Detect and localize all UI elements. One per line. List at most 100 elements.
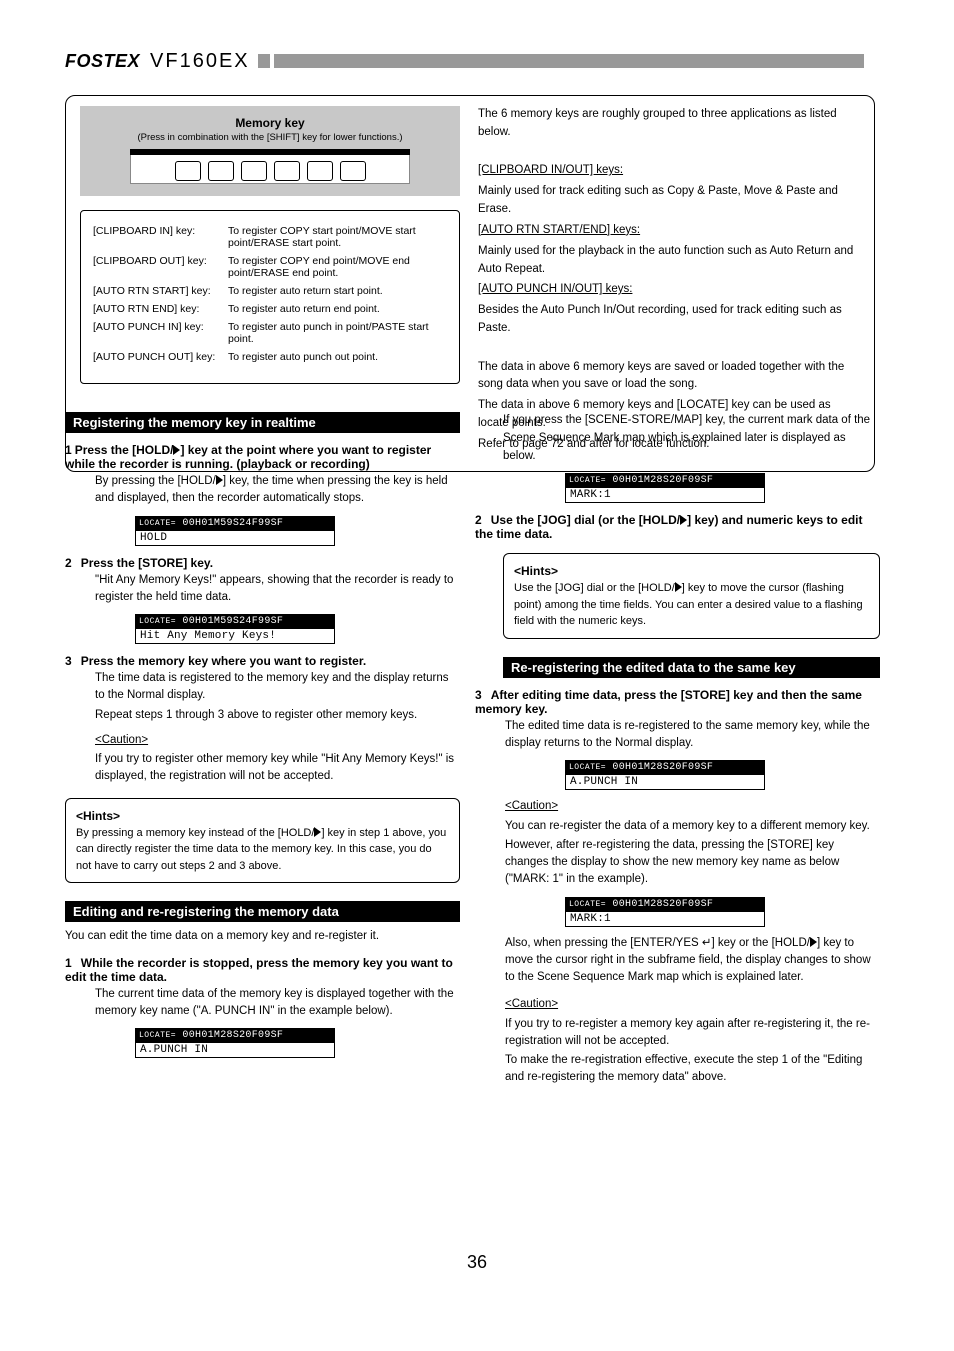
step-number: 2 (65, 556, 72, 570)
lcd-top-line: LOCATE= 00H01M28S20F09SF (565, 473, 765, 488)
step-body: By pressing the [HOLD/] key, the time wh… (95, 473, 460, 508)
lcd-bottom-line: A.PUNCH IN (565, 775, 765, 790)
key-auto-punch-in (307, 161, 333, 181)
desc-body: Mainly used for track editing such as Co… (478, 183, 860, 219)
header-divider-bar (274, 54, 864, 68)
play-icon (810, 937, 817, 947)
lcd-bottom-line: Hit Any Memory Keys! (135, 629, 335, 644)
step-text: Press the [STORE] key. (81, 556, 213, 570)
step-3: 3 Press the memory key where you want to… (65, 654, 460, 786)
caution-body: Also, when pressing the [ENTER/YES ↵] ke… (505, 935, 880, 987)
panel-title: Memory key (92, 116, 448, 130)
play-icon (216, 475, 223, 485)
step-number: 1 (65, 443, 72, 457)
key-description-box: [CLIPBOARD IN] key:To register COPY star… (80, 210, 460, 384)
model-label: VF160EX (150, 50, 250, 73)
hint-body: Use the [JOG] dial or the [HOLD/] key to… (514, 580, 869, 630)
kd-label: [CLIPBOARD OUT] key: (93, 255, 228, 279)
lcd-bottom-line: HOLD (135, 531, 335, 546)
kd-label: [AUTO PUNCH OUT] key: (93, 351, 228, 363)
play-icon (680, 515, 687, 525)
step-text: While the recorder is stopped, press the… (65, 956, 453, 984)
memory-key-row (130, 155, 410, 184)
step-text: After editing time data, press the [STOR… (475, 688, 862, 716)
lcd-top-line: LOCATE= 00H01M28S20F09SF (565, 897, 765, 912)
desc-head: [AUTO RTN START/END] keys: (478, 224, 640, 236)
brand-logo: FOSTEX (65, 51, 140, 72)
desc-body: Besides the Auto Punch In/Out recording,… (478, 302, 860, 338)
lcd-top-line: LOCATE= LOCATE= 00H01M59S24F99SF00H01M59… (135, 516, 335, 531)
mark-example-text: If you press the [SCENE-STORE/MAP] key, … (503, 412, 880, 465)
key-auto-punch-out (340, 161, 366, 181)
lcd-bottom-line: MARK:1 (565, 488, 765, 503)
lcd-display: LOCATE= 00H01M28S20F09SF MARK:1 (565, 473, 765, 503)
step-1b: 1 While the recorder is stopped, press t… (65, 956, 460, 1021)
caution-body: If you try to register other memory key … (95, 751, 460, 786)
kd-text: To register auto return start point. (228, 285, 447, 297)
desc-body: Mainly used for the playback in the auto… (478, 243, 860, 279)
step-number: 1 (65, 956, 72, 970)
step-body: The current time data of the memory key … (95, 986, 460, 1021)
step-2r: 2 Use the [JOG] dial (or the [HOLD/] key… (475, 513, 880, 541)
key-auto-rtn-end (274, 161, 300, 181)
caution-body: To make the re-registration effective, e… (505, 1052, 880, 1087)
play-icon (675, 582, 682, 592)
caution-body: You can re-register the data of a memory… (505, 818, 880, 835)
lcd-display: LOCATE= 00H01M28S20F09SF A.PUNCH IN (135, 1028, 335, 1058)
desc-head: [CLIPBOARD IN/OUT] keys: (478, 164, 623, 176)
step-body: The edited time data is re-registered to… (505, 718, 880, 753)
key-clipboard-in (175, 161, 201, 181)
play-icon (314, 827, 321, 837)
step-number: 2 (475, 513, 482, 527)
section-intro: You can edit the time data on a memory k… (65, 928, 460, 946)
step-body: The time data is registered to the memor… (95, 670, 460, 705)
header-divider-tick (258, 54, 270, 68)
page-header: FOSTEX VF160EX (65, 50, 864, 72)
hint-body: By pressing a memory key instead of the … (76, 825, 449, 875)
kd-text: To register auto punch in point/PASTE st… (228, 321, 447, 345)
lcd-display: LOCATE= 00H01M59S24F99SF Hit Any Memory … (135, 614, 335, 644)
section-title-reregister-same: Re-registering the edited data to the sa… (503, 657, 880, 678)
kd-text: To register COPY end point/MOVE end poin… (228, 255, 447, 279)
step-1: 1 Press the [HOLD/] key at the point whe… (65, 443, 460, 508)
kd-label: [AUTO RTN END] key: (93, 303, 228, 315)
page-number: 36 (0, 1252, 954, 1273)
kd-text: To register auto return end point. (228, 303, 447, 315)
panel-subtitle: (Press in combination with the [SHIFT] k… (92, 132, 448, 143)
desc-head: [AUTO PUNCH IN/OUT] keys: (478, 283, 632, 295)
caution-label: <Caution> (505, 800, 558, 812)
step-3r: 3 After editing time data, press the [ST… (475, 688, 880, 753)
lcd-display: LOCATE= 00H01M28S20F09SF MARK:1 (565, 897, 765, 927)
kd-text: To register auto punch out point. (228, 351, 447, 363)
caution-body: If you try to re-register a memory key a… (505, 1016, 880, 1051)
lcd-display: LOCATE= 00H01M28S20F09SF A.PUNCH IN (565, 760, 765, 790)
caution-body: However, after re-registering the data, … (505, 837, 880, 889)
desc-line: The 6 memory keys are roughly grouped to… (478, 106, 860, 142)
hint-title: <Hints> (514, 562, 869, 580)
hint-box: <Hints> Use the [JOG] dial or the [HOLD/… (503, 553, 880, 639)
lcd-top-line: LOCATE= 00H01M59S24F99SF (135, 614, 335, 629)
key-clipboard-out (208, 161, 234, 181)
caution-label: <Caution> (505, 998, 558, 1010)
lcd-bottom-line: A.PUNCH IN (135, 1043, 335, 1058)
lcd-bottom-line: MARK:1 (565, 912, 765, 927)
step-text: Press the memory key where you want to r… (81, 654, 366, 668)
desc-line: The data in above 6 memory keys are save… (478, 359, 860, 395)
hint-title: <Hints> (76, 807, 449, 825)
step-2: 2 Press the [STORE] key. "Hit Any Memory… (65, 556, 460, 607)
step-number: 3 (65, 654, 72, 668)
lcd-display: LOCATE= LOCATE= 00H01M59S24F99SF00H01M59… (135, 516, 335, 546)
caution-label: <Caution> (95, 734, 148, 746)
kd-label: [AUTO RTN START] key: (93, 285, 228, 297)
memory-key-right-desc: The 6 memory keys are roughly grouped to… (478, 106, 860, 457)
section-title-register-realtime: Registering the memory key in realtime (65, 412, 460, 433)
section-title-edit-reregister: Editing and re-registering the memory da… (65, 901, 460, 922)
step-body: "Hit Any Memory Keys!" appears, showing … (95, 572, 460, 607)
enter-icon: ↵ (702, 937, 712, 949)
step-body: Repeat steps 1 through 3 above to regist… (95, 707, 460, 724)
hint-box: <Hints> By pressing a memory key instead… (65, 798, 460, 884)
lcd-top-line: LOCATE= 00H01M28S20F09SF (135, 1028, 335, 1043)
key-auto-rtn-start (241, 161, 267, 181)
memory-key-panel: Memory key (Press in combination with th… (80, 106, 460, 196)
kd-label: [AUTO PUNCH IN] key: (93, 321, 228, 345)
